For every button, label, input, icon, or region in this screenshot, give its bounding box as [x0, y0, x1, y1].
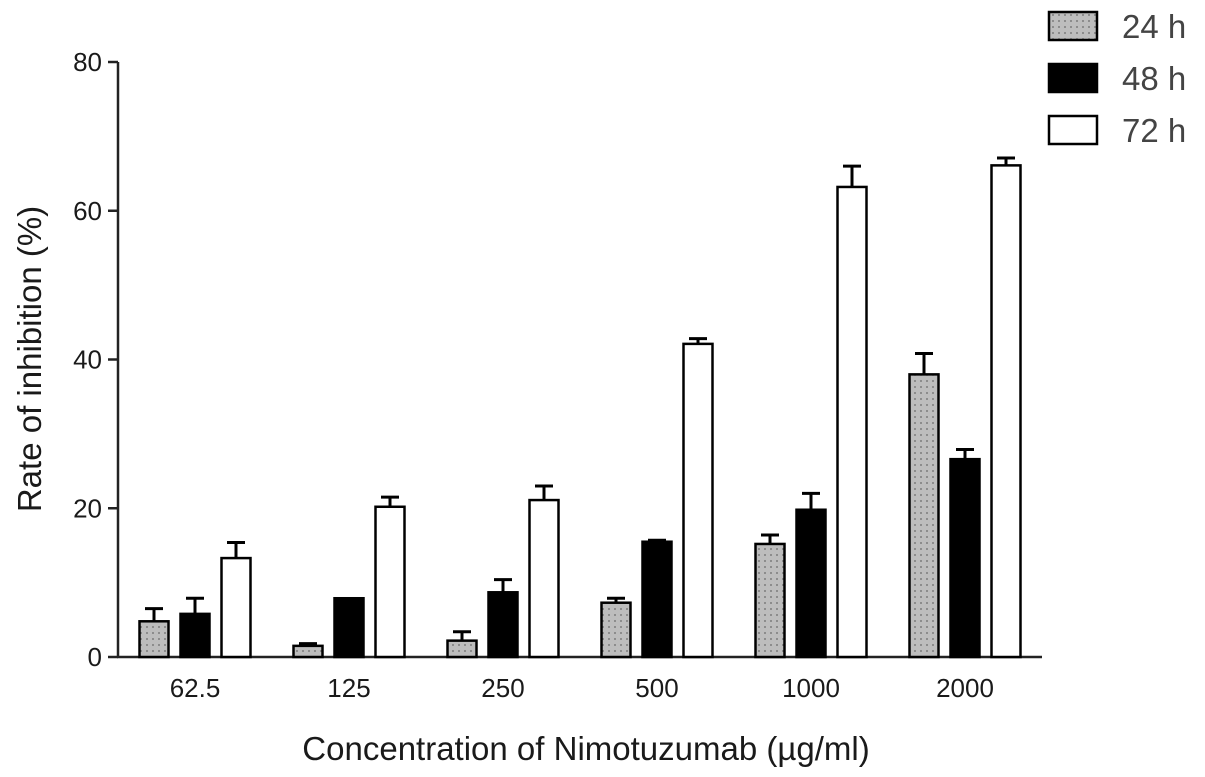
bar-48h-125	[333, 596, 365, 659]
bar-48h-500	[641, 540, 673, 659]
y-axis-title: Rate of inhibition (%)	[11, 206, 48, 512]
legend-swatch-24h	[1047, 10, 1099, 42]
axes: 0 20 40 60 80 62.5 125 250 500 1000 2000	[73, 47, 1042, 703]
bar-72h-2000	[990, 164, 1022, 659]
x-tick-label: 500	[635, 673, 678, 703]
y-tick-label: 80	[73, 47, 102, 77]
legend-label-48h: 48 h	[1122, 60, 1186, 97]
bars	[138, 164, 1022, 659]
legend-swatch-72h	[1047, 114, 1099, 146]
x-tick-label: 250	[481, 673, 524, 703]
x-axis-title: Concentration of Nimotuzumab (µg/ml)	[302, 730, 869, 767]
y-tick-label: 40	[73, 345, 102, 375]
legend-swatch-48h	[1047, 62, 1099, 94]
bar-72h-500	[682, 342, 714, 659]
bar-48h-250	[487, 591, 519, 659]
legend-label-24h: 24 h	[1122, 8, 1186, 45]
bar-72h-125	[374, 505, 406, 659]
bar-72h-250	[528, 498, 560, 659]
bar-24h-125	[292, 644, 324, 659]
bar-72h-1000	[836, 185, 868, 659]
bar-48h-62.5	[179, 612, 211, 659]
x-tick-label: 1000	[782, 673, 840, 703]
bar-72h-62.5	[220, 556, 252, 659]
bar-24h-250	[446, 639, 478, 659]
y-tick-label: 0	[88, 642, 102, 672]
x-tick-label: 62.5	[170, 673, 221, 703]
error-bars	[145, 156, 1015, 646]
bar-24h-1000	[754, 542, 786, 659]
x-tick-label: 125	[327, 673, 370, 703]
bar-48h-1000	[795, 508, 827, 659]
y-tick-label: 20	[73, 493, 102, 523]
bar-48h-2000	[949, 457, 981, 659]
bar-24h-2000	[908, 373, 940, 659]
legend-label-72h: 72 h	[1122, 112, 1186, 149]
bar-24h-62.5	[138, 620, 170, 659]
x-tick-label: 2000	[936, 673, 994, 703]
bar-24h-500	[600, 601, 632, 659]
legend: 24 h 48 h 72 h	[1047, 8, 1186, 149]
y-tick-label: 60	[73, 196, 102, 226]
